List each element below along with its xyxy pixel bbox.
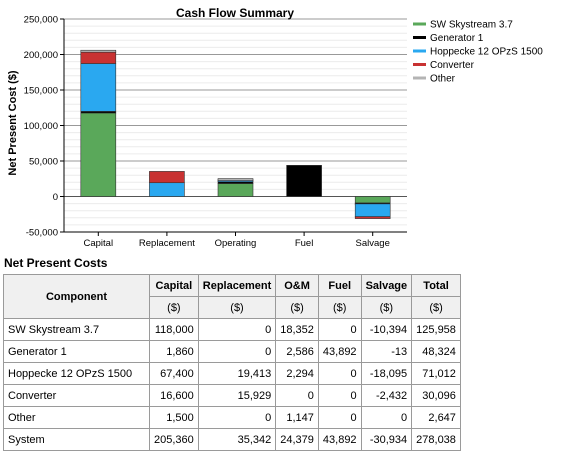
y-tick-label: 50,000: [29, 157, 58, 168]
column-header: Total: [411, 274, 461, 297]
value-cell: 2,586: [275, 340, 319, 363]
legend-label: SW Skystream 3.7: [430, 20, 513, 31]
y-tick-label: 200,000: [24, 50, 58, 61]
value-cell: 0: [197, 318, 277, 341]
bar-segment: [80, 112, 117, 197]
value-cell: 0: [197, 406, 277, 429]
net-present-costs-table: Component Capital Replacement O&M Fuel Salva…: [3, 274, 461, 451]
column-header: Fuel: [317, 274, 362, 297]
value-cell: 0: [275, 384, 319, 407]
value-cell: 0: [317, 406, 362, 429]
bar-segment: [217, 183, 254, 197]
value-cell: 0: [360, 406, 413, 429]
value-cell: 1,147: [275, 406, 319, 429]
value-cell: -30,934: [360, 428, 413, 451]
component-name-cell: Generator 1: [3, 340, 150, 363]
table-row: Converter 16,600 15,929 0 0 -2,432 30,096: [3, 384, 461, 407]
y-tick-label: 250,000: [24, 15, 58, 26]
y-tick-label: -50,000: [26, 228, 58, 239]
value-cell: 0: [317, 362, 362, 385]
component-name-cell: Other: [3, 406, 150, 429]
column-unit: ($): [275, 296, 319, 319]
legend-label: Hoppecke 12 OPzS 1500: [430, 47, 543, 58]
value-cell: 35,342: [197, 428, 277, 451]
legend-label: Generator 1: [430, 33, 484, 44]
value-cell: 15,929: [197, 384, 277, 407]
column-unit: ($): [149, 296, 199, 319]
component-name-cell: System: [3, 428, 150, 451]
cash-flow-chart: -50,000 0 50,000 100,000 150,000 200,000 250,0…: [7, 6, 543, 249]
value-cell: -18,095: [360, 362, 413, 385]
value-cell: 118,000: [149, 318, 199, 341]
legend-label: Converter: [430, 60, 475, 71]
bar-segment: [354, 203, 391, 218]
column-unit: ($): [360, 296, 413, 319]
bar-segment: [149, 182, 185, 197]
value-cell: 1,500: [149, 406, 199, 429]
x-tick-label: Capital: [84, 238, 114, 249]
value-cell: 0: [317, 318, 362, 341]
value-cell: 1,860: [149, 340, 199, 363]
y-axis-label: Net Present Cost ($): [7, 70, 19, 175]
table-row: Generator 1 1,860 0 2,586 43,892 -13 48,324: [3, 340, 461, 363]
bar-segment: [354, 216, 391, 219]
value-cell: -10,394: [360, 318, 413, 341]
value-cell: 67,400: [149, 362, 199, 385]
y-tick-label: 100,000: [24, 121, 58, 132]
column-unit: ($): [317, 296, 362, 319]
table-row: Other 1,500 0 1,147 0 0 2,647: [3, 406, 461, 429]
column-header: O&M: [275, 274, 319, 297]
value-cell: 0: [317, 384, 362, 407]
table-row: SW Skystream 3.7 118,000 0 18,352 0 -10,394 12…: [3, 318, 461, 341]
table-row: System 205,360 35,342 24,379 43,892 -30,934 27…: [3, 428, 461, 451]
value-cell: 278,038: [411, 428, 461, 451]
value-cell: -2,432: [360, 384, 413, 407]
chart-title: Cash Flow Summary: [176, 6, 294, 20]
value-cell: 43,892: [317, 428, 362, 451]
y-tick-label: 150,000: [24, 86, 58, 97]
bar-segment: [149, 171, 185, 184]
value-cell: 48,324: [411, 340, 461, 363]
bar-segment: [217, 178, 254, 181]
column-unit: ($): [411, 296, 461, 319]
x-tick-label: Operating: [215, 238, 257, 249]
x-tick-label: Fuel: [295, 238, 313, 249]
value-cell: 0: [197, 340, 277, 363]
value-cell: 30,096: [411, 384, 461, 407]
value-cell: -13: [360, 340, 413, 363]
component-name-cell: SW Skystream 3.7: [3, 318, 150, 341]
bar-segment: [80, 63, 117, 112]
y-tick-label: 0: [53, 192, 58, 203]
table-row: Hoppecke 12 OPzS 1500 67,400 19,413 2,294 0-…: [3, 362, 461, 385]
value-cell: 2,647: [411, 406, 461, 429]
value-cell: 205,360: [149, 428, 199, 451]
legend-label: Other: [430, 74, 456, 85]
table-header-row: Component Capital Replacement O&M Fuel Salva…: [3, 274, 461, 319]
component-name-cell: Hoppecke 12 OPzS 1500: [3, 362, 150, 385]
table-title: Net Present Costs: [4, 256, 108, 270]
value-cell: 16,600: [149, 384, 199, 407]
value-cell: 125,958: [411, 318, 461, 341]
value-cell: 18,352: [275, 318, 319, 341]
bar-segment: [286, 165, 322, 197]
value-cell: 19,413: [197, 362, 277, 385]
x-tick-label: Replacement: [139, 238, 195, 249]
component-name-cell: Converter: [3, 384, 150, 407]
column-unit: ($): [197, 296, 277, 319]
component-header: Component: [3, 274, 150, 319]
bar-segment: [80, 49, 117, 53]
column-header: Salvage: [360, 274, 413, 297]
value-cell: 24,379: [275, 428, 319, 451]
column-header: Replacement: [197, 274, 277, 297]
x-tick-label: Salvage: [356, 238, 390, 249]
column-header: Capital: [149, 274, 199, 297]
value-cell: 71,012: [411, 362, 461, 385]
bar-segment: [80, 51, 117, 64]
value-cell: 43,892: [317, 340, 362, 363]
value-cell: 2,294: [275, 362, 319, 385]
